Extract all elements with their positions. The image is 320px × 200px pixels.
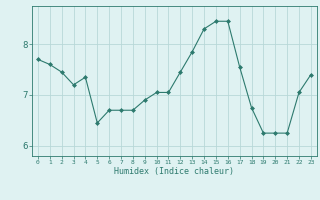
X-axis label: Humidex (Indice chaleur): Humidex (Indice chaleur) <box>115 167 234 176</box>
